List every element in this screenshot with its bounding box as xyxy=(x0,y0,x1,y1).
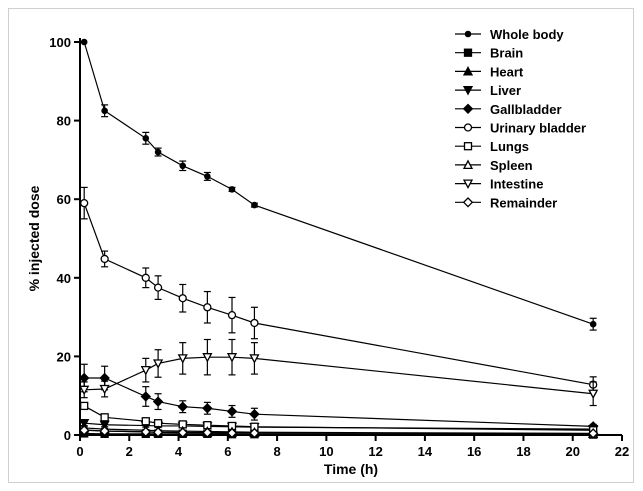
x-tick-label: 20 xyxy=(565,444,579,459)
legend-marker xyxy=(464,30,472,38)
x-tick-label: 12 xyxy=(368,444,382,459)
data-point xyxy=(141,417,150,426)
data-point xyxy=(80,38,88,46)
y-tick-label: 0 xyxy=(64,428,71,443)
data-point xyxy=(154,148,162,156)
legend-marker xyxy=(463,142,473,151)
data-point xyxy=(78,372,90,384)
y-tick-label: 60 xyxy=(57,192,71,207)
data-point xyxy=(78,425,90,436)
data-point xyxy=(249,354,260,364)
x-tick-label: 18 xyxy=(516,444,530,459)
data-point xyxy=(153,283,163,292)
data-point xyxy=(100,413,109,422)
data-point xyxy=(140,426,151,438)
data-point xyxy=(140,391,151,402)
legend-label: Spleen xyxy=(490,158,533,173)
data-point xyxy=(79,385,90,396)
data-point xyxy=(140,366,151,376)
data-point xyxy=(250,318,259,328)
x-tick-label: 6 xyxy=(224,444,231,459)
data-point xyxy=(177,427,188,438)
legend-label: Intestine xyxy=(490,177,543,192)
legend-marker xyxy=(462,197,474,208)
legend-marker xyxy=(462,179,474,189)
series-whole-body xyxy=(80,38,597,331)
data-point xyxy=(587,428,599,439)
data-point xyxy=(80,198,89,208)
data-point xyxy=(249,427,260,439)
legend-label: Urinary bladder xyxy=(490,121,586,136)
data-point xyxy=(227,310,237,320)
data-point xyxy=(202,403,213,414)
data-point xyxy=(177,354,188,364)
data-point xyxy=(177,401,188,412)
y-tick-label: 100 xyxy=(49,35,71,50)
data-point xyxy=(226,427,238,439)
legend-marker xyxy=(462,85,474,96)
y-axis-title: % injected dose xyxy=(26,185,42,291)
legend-label: Remainder xyxy=(490,195,557,210)
data-point xyxy=(226,353,238,363)
data-point xyxy=(203,303,212,312)
data-point xyxy=(228,186,236,193)
data-point xyxy=(179,162,187,170)
data-point xyxy=(99,384,110,395)
x-tick-label: 10 xyxy=(319,444,333,459)
x-axis-title: Time (h) xyxy=(324,461,378,477)
data-point xyxy=(178,294,187,303)
legend-marker xyxy=(462,103,474,115)
x-tick-label: 16 xyxy=(467,444,481,459)
legend-label: Gallbladder xyxy=(490,102,562,117)
legend-label: Brain xyxy=(490,46,523,61)
data-point xyxy=(226,406,238,417)
data-point xyxy=(204,173,211,180)
x-tick-label: 2 xyxy=(126,444,133,459)
series-remainder xyxy=(78,425,599,439)
legend-marker xyxy=(463,123,473,132)
y-tick-label: 80 xyxy=(57,114,71,129)
data-point xyxy=(99,425,110,437)
data-point xyxy=(100,254,109,264)
data-point xyxy=(152,396,164,407)
data-point xyxy=(153,359,164,369)
x-tick-label: 4 xyxy=(175,444,183,459)
data-point xyxy=(249,408,260,420)
x-tick-label: 8 xyxy=(273,444,280,459)
legend-label: Whole body xyxy=(490,27,564,42)
x-tick-label: 0 xyxy=(76,444,83,459)
data-point xyxy=(141,273,150,282)
data-point xyxy=(202,427,213,438)
x-tick-label: 22 xyxy=(615,444,629,459)
y-tick-label: 40 xyxy=(57,271,71,286)
chart-frame xyxy=(8,8,634,483)
series-line xyxy=(83,202,594,386)
legend-label: Heart xyxy=(490,64,524,79)
data-point xyxy=(589,320,597,328)
data-point xyxy=(80,401,89,411)
x-tick-label: 14 xyxy=(418,444,433,459)
y-tick-label: 20 xyxy=(57,349,71,364)
series-intestine xyxy=(79,338,599,407)
data-point xyxy=(202,353,213,363)
data-point xyxy=(251,201,258,209)
legend-marker xyxy=(462,66,474,76)
data-point xyxy=(588,389,599,400)
legend-label: Liver xyxy=(490,83,521,98)
data-point xyxy=(142,134,150,142)
legend-marker xyxy=(462,159,474,170)
legend-label: Lungs xyxy=(490,139,529,154)
data-point xyxy=(101,107,108,115)
data-point xyxy=(152,427,164,438)
legend-marker xyxy=(463,48,473,57)
